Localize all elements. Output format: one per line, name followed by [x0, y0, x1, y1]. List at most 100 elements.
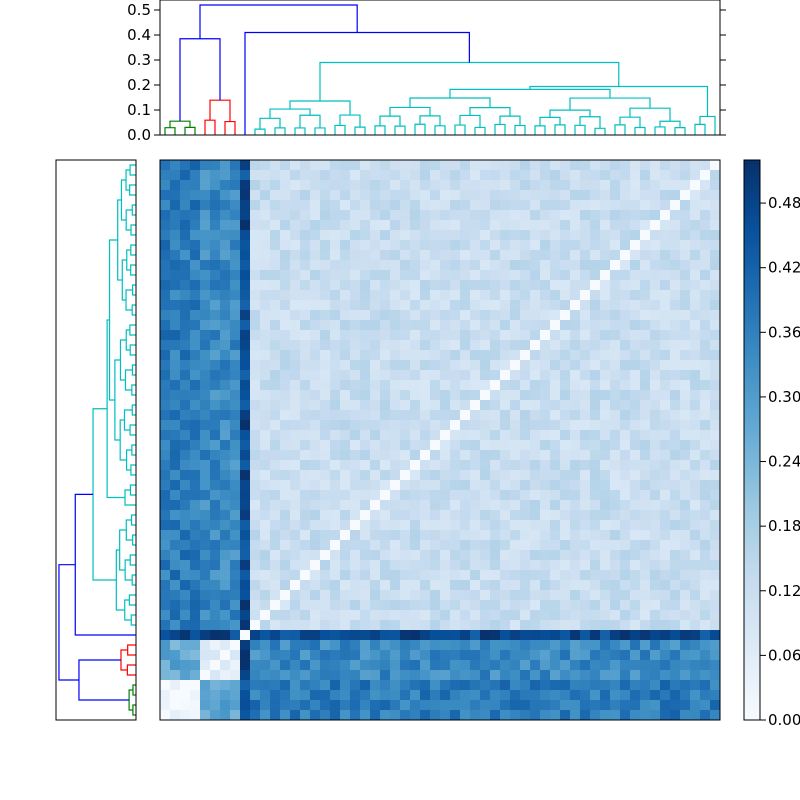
heatmap-cell: [370, 400, 381, 411]
heatmap-cell: [250, 620, 261, 631]
heatmap-cell: [220, 680, 231, 691]
heatmap-cell: [340, 620, 351, 631]
heatmap-cell: [510, 460, 521, 471]
heatmap-cell: [390, 370, 401, 381]
dendrogram-link: [274, 127, 286, 135]
heatmap-cell: [690, 410, 701, 421]
heatmap-cell: [330, 660, 341, 671]
heatmap-cell: [610, 520, 621, 531]
heatmap-cell: [190, 470, 201, 481]
heatmap-cell: [680, 550, 691, 561]
heatmap-cell: [630, 580, 641, 591]
heatmap-cell: [500, 560, 511, 571]
heatmap-cell: [520, 190, 531, 201]
heatmap-cell: [490, 330, 501, 341]
heatmap-cell: [650, 690, 661, 701]
heatmap-cell: [360, 370, 371, 381]
heatmap-cell: [500, 190, 511, 201]
top-y-tick-label: 0.5: [127, 1, 151, 19]
heatmap-cell: [400, 310, 411, 321]
heatmap-cell: [410, 430, 421, 441]
heatmap-cell: [490, 590, 501, 601]
heatmap-cell: [270, 430, 281, 441]
heatmap-cell: [490, 580, 501, 591]
heatmap-cell: [360, 690, 371, 701]
heatmap-cell: [200, 590, 211, 601]
heatmap-cell: [480, 220, 491, 231]
heatmap-cell: [650, 290, 661, 301]
heatmap-cell: [200, 310, 211, 321]
heatmap-cell: [280, 520, 291, 531]
dendrogram-link: [120, 649, 128, 671]
heatmap-cell: [560, 620, 571, 631]
heatmap-cell: [610, 510, 621, 521]
heatmap-cell: [230, 310, 241, 321]
heatmap-cell: [400, 680, 411, 691]
heatmap-cell: [280, 450, 291, 461]
heatmap-cell: [250, 690, 261, 701]
heatmap-cell: [160, 690, 171, 701]
heatmap-cell: [280, 330, 291, 341]
heatmap-cell: [300, 630, 311, 641]
heatmap-cell: [670, 700, 681, 711]
heatmap-cell: [440, 710, 451, 721]
heatmap-cell: [190, 350, 201, 361]
heatmap-cell: [280, 670, 291, 681]
heatmap-cell: [500, 310, 511, 321]
heatmap-cell: [550, 620, 561, 631]
dendrogram-link: [419, 115, 441, 126]
heatmap-cell: [530, 440, 541, 451]
heatmap-cell: [420, 630, 431, 641]
heatmap-cell: [490, 660, 501, 671]
heatmap-cell: [600, 430, 611, 441]
heatmap-cell: [220, 560, 231, 571]
heatmap-cell: [320, 570, 331, 581]
heatmap-cell: [250, 240, 261, 251]
heatmap-cell: [620, 600, 631, 611]
heatmap-cell: [160, 530, 171, 541]
heatmap-cell: [620, 410, 631, 421]
heatmap-cell: [560, 630, 571, 641]
heatmap-cell: [240, 470, 251, 481]
heatmap-cell: [600, 240, 611, 251]
heatmap-cell: [440, 390, 451, 401]
heatmap-cell: [420, 280, 431, 291]
dendrogram-link: [131, 404, 136, 416]
heatmap-cell: [230, 700, 241, 711]
heatmap-cell: [430, 600, 441, 611]
heatmap-cell: [220, 300, 231, 311]
heatmap-cell: [570, 680, 581, 691]
heatmap-cell: [410, 190, 421, 201]
heatmap-cell: [610, 250, 621, 261]
heatmap-cell: [360, 320, 371, 331]
heatmap-cell: [320, 430, 331, 441]
heatmap-cell: [440, 470, 451, 481]
heatmap-cell: [270, 230, 281, 241]
heatmap-cell: [700, 180, 711, 191]
heatmap-cell: [510, 550, 521, 561]
heatmap-cell: [560, 610, 571, 621]
heatmap-cell: [180, 330, 191, 341]
heatmap-cell: [680, 480, 691, 491]
heatmap-cell: [180, 650, 191, 661]
heatmap-cell: [510, 560, 521, 571]
heatmap-cell: [550, 480, 561, 491]
heatmap-cell: [210, 470, 221, 481]
heatmap-cell: [650, 700, 661, 711]
heatmap-cell: [440, 350, 451, 361]
heatmap-cell: [250, 200, 261, 211]
heatmap-cell: [410, 280, 421, 291]
heatmap-cell: [670, 520, 681, 531]
heatmap-cell: [490, 190, 501, 201]
heatmap-cell: [570, 260, 581, 271]
heatmap-cell: [270, 440, 281, 451]
heatmap-cell: [260, 490, 271, 501]
heatmap-cell: [260, 560, 271, 571]
heatmap-cell: [620, 290, 631, 301]
heatmap-cell: [710, 380, 721, 391]
heatmap-cell: [180, 190, 191, 201]
heatmap-cell: [470, 450, 481, 461]
heatmap-cell: [620, 690, 631, 701]
heatmap-cell: [640, 620, 651, 631]
heatmap-cell: [390, 240, 401, 251]
